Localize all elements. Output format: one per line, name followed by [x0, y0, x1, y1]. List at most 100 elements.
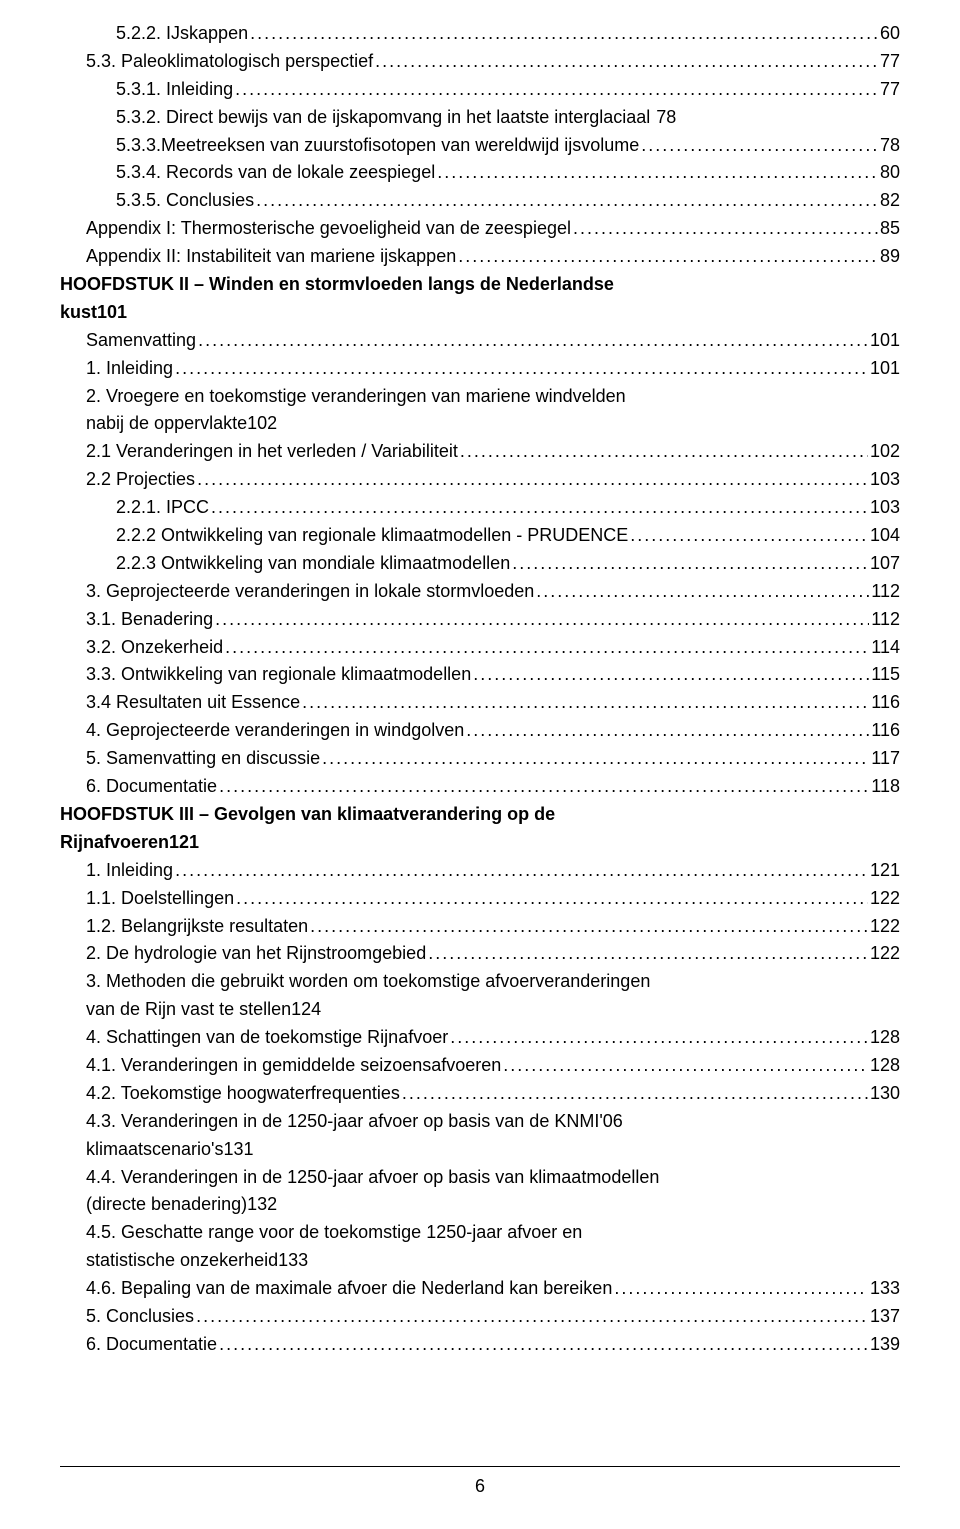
toc-entry-page: 80 [878, 159, 900, 187]
toc-entry: 3.2. Onzekerheid114 [60, 634, 900, 662]
toc-entry-page: 112 [869, 578, 900, 606]
toc-leader [426, 940, 868, 968]
toc-entry-page: 102 [247, 410, 277, 438]
toc-entry: 2.1 Veranderingen in het verleden / Vari… [60, 438, 900, 466]
toc-entry-label: 1. Inleiding [86, 857, 173, 885]
toc-entry-page: 78 [878, 132, 900, 160]
toc-entry-label: Rijnafvoeren [60, 829, 169, 857]
toc-entry-page: 121 [868, 857, 900, 885]
toc-entry-label: 3. Methoden die gebruikt worden om toeko… [86, 968, 900, 996]
toc-entry-page: 115 [869, 661, 900, 689]
toc-entry-page: 128 [868, 1052, 900, 1080]
toc-entry-page: 116 [869, 689, 900, 717]
toc-leader [458, 438, 868, 466]
toc-entry: Appendix II: Instabiliteit van mariene i… [60, 243, 900, 271]
toc-leader [234, 885, 868, 913]
toc-leader [195, 466, 868, 494]
toc-entry-label: 2. De hydrologie van het Rijnstroomgebie… [86, 940, 426, 968]
toc-entry-label: 5. Samenvatting en discussie [86, 745, 320, 773]
toc-entry-page: 124 [291, 996, 321, 1024]
toc-entry-page: 112 [869, 606, 900, 634]
toc-leader [501, 1052, 868, 1080]
toc-entry-label: HOOFDSTUK III – Gevolgen van klimaatvera… [60, 801, 900, 829]
toc-entry-page: 128 [868, 1024, 900, 1052]
toc-entry: 5.3.1. Inleiding 77 [60, 76, 900, 104]
toc-leader [223, 634, 869, 662]
toc-entry: 2.2.1. IPCC 103 [60, 494, 900, 522]
toc-entry-label: statistische onzekerheid [86, 1247, 278, 1275]
toc-entry: 3. Methoden die gebruikt worden om toeko… [60, 968, 900, 1024]
toc-leader [248, 20, 878, 48]
toc-entry-label: 4.6. Bepaling van de maximale afvoer die… [86, 1275, 612, 1303]
toc-entry-label: 5.3.2. Direct bewijs van de ijskapomvang… [116, 104, 650, 132]
toc-leader [435, 159, 878, 187]
toc-entry-label: klimaatscenario's [86, 1136, 224, 1164]
toc-entry: HOOFDSTUK III – Gevolgen van klimaatvera… [60, 801, 900, 857]
toc-entry-label: 5.3. Paleoklimatologisch perspectief [86, 48, 373, 76]
toc-leader [300, 689, 869, 717]
toc-leader [456, 243, 878, 271]
toc-entry-page: 78 [654, 104, 676, 132]
toc-entry-page: 101 [97, 299, 127, 327]
toc-entry-page: 137 [868, 1303, 900, 1331]
toc-entry: 3.1. Benadering112 [60, 606, 900, 634]
toc-entry: 3.3. Ontwikkeling van regionale klimaatm… [60, 661, 900, 689]
toc-entry-page: 101 [868, 355, 900, 383]
toc-entry-page: 122 [868, 913, 900, 941]
toc-leader [213, 606, 869, 634]
toc-entry: 1. Inleiding 121 [60, 857, 900, 885]
toc-entry: 2.2.3 Ontwikkeling van mondiale klimaatm… [60, 550, 900, 578]
toc-leader [448, 1024, 868, 1052]
toc-entry-page: 122 [868, 885, 900, 913]
toc-entry-page: 89 [878, 243, 900, 271]
toc-entry: Samenvatting 101 [60, 327, 900, 355]
toc-entry: 1.1. Doelstellingen122 [60, 885, 900, 913]
toc-entry: 5.3.2. Direct bewijs van de ijskapomvang… [60, 104, 900, 132]
toc-entry-label: 5.3.1. Inleiding [116, 76, 233, 104]
toc-entry-label: 6. Documentatie [86, 773, 217, 801]
toc-entry: 2.2.2 Ontwikkeling van regionale klimaat… [60, 522, 900, 550]
toc-entry-label: nabij de oppervlakte [86, 410, 247, 438]
toc-entry-label: van de Rijn vast te stellen [86, 996, 291, 1024]
toc-entry-label: 4. Schattingen van de toekomstige Rijnaf… [86, 1024, 448, 1052]
toc-entry-page: 101 [868, 327, 900, 355]
toc-entry-label: 2.1 Veranderingen in het verleden / Vari… [86, 438, 458, 466]
toc-leader [471, 661, 869, 689]
toc-entry-label: 2.2.3 Ontwikkeling van mondiale klimaatm… [116, 550, 510, 578]
toc-entry-page: 77 [878, 48, 900, 76]
toc-entry: 2. De hydrologie van het Rijnstroomgebie… [60, 940, 900, 968]
toc-entry: 5.2.2. IJskappen60 [60, 20, 900, 48]
toc-entry-page: 132 [247, 1191, 277, 1219]
toc-leader [217, 773, 869, 801]
toc-entry-label: 2.2.1. IPCC [116, 494, 209, 522]
toc-entry-page: 104 [868, 522, 900, 550]
toc-leader [217, 1331, 868, 1359]
toc-entry-label: Appendix II: Instabiliteit van mariene i… [86, 243, 456, 271]
toc-entry-label: 5.3.4. Records van de lokale zeespiegel [116, 159, 435, 187]
toc-entry-label: 4.4. Veranderingen in de 1250-jaar afvoe… [86, 1164, 900, 1192]
toc-entry: 2. Vroegere en toekomstige veranderingen… [60, 383, 900, 439]
toc-entry-label: Appendix I: Thermosterische gevoeligheid… [86, 215, 571, 243]
toc-leader [510, 550, 868, 578]
toc-entry-label: 1. Inleiding [86, 355, 173, 383]
toc-entry-label: 6. Documentatie [86, 1331, 217, 1359]
toc-entry-page: 82 [878, 187, 900, 215]
toc-leader [628, 522, 868, 550]
toc-leader [308, 913, 868, 941]
toc-entry-label: 5.3.5. Conclusies [116, 187, 254, 215]
toc-entry: 4.5. Geschatte range voor de toekomstige… [60, 1219, 900, 1275]
toc-entry-page: 103 [868, 494, 900, 522]
toc-entry: 5. Conclusies137 [60, 1303, 900, 1331]
toc-entry-label: (directe benadering) [86, 1191, 247, 1219]
toc-entry-label: 4.3. Veranderingen in de 1250-jaar afvoe… [86, 1108, 900, 1136]
toc-entry: 4.3. Veranderingen in de 1250-jaar afvoe… [60, 1108, 900, 1164]
page-footer: 6 [60, 1466, 900, 1501]
toc-entry-label: 4. Geprojecteerde veranderingen in windg… [86, 717, 464, 745]
toc-entry-page: 122 [868, 940, 900, 968]
toc-entry-page: 102 [868, 438, 900, 466]
toc-entry-label: Samenvatting [86, 327, 196, 355]
toc-leader [400, 1080, 868, 1108]
toc-entry-page: 77 [878, 76, 900, 104]
toc-entry-page: 139 [868, 1331, 900, 1359]
toc-entry-page: 118 [869, 773, 900, 801]
